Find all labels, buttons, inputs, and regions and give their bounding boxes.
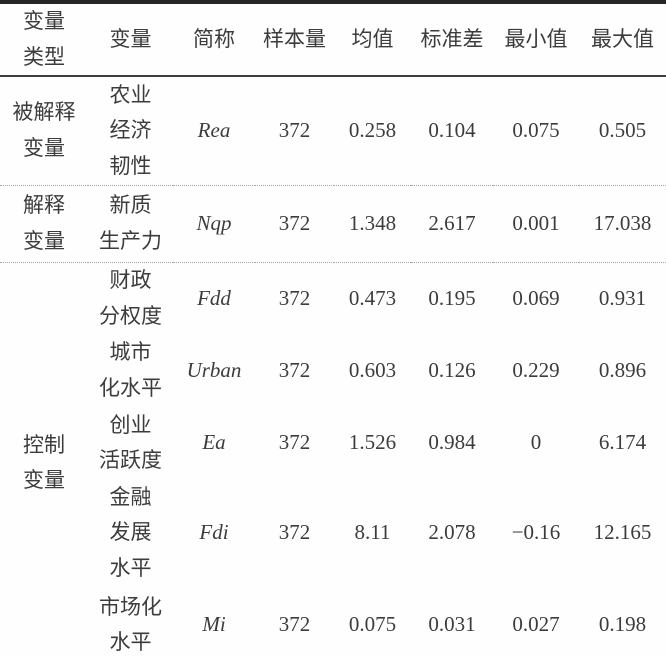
cell-mean: 0.603 [348, 358, 397, 383]
cell-min: 0.229 [512, 358, 560, 383]
cell-max: 0.505 [579, 76, 666, 186]
cell-sample-size: 372 [278, 520, 311, 545]
cell-std-dev: 0.984 [428, 430, 476, 455]
cell-abbr: Mi [202, 612, 226, 637]
cell-sample-size: 372 [255, 76, 334, 186]
cell-max: 12.165 [593, 520, 652, 545]
cell-sample-size: 372 [278, 612, 311, 637]
cell-std-dev: 0.104 [411, 76, 493, 186]
cell-max: 17.038 [579, 185, 666, 263]
cell-min: −0.16 [511, 520, 561, 545]
cell-variable-name: 创业 活跃度 [99, 412, 162, 473]
cell-max: 0.896 [598, 358, 647, 383]
cell-sample-size: 372 [278, 286, 311, 311]
cell-std-dev: 0.195 [428, 286, 476, 311]
cell-type-control: 控制 变量 [23, 432, 65, 493]
cell-std-dev: 0.126 [428, 358, 476, 383]
cell-min: 0.001 [493, 185, 579, 263]
header-sample-size: 样本量 [255, 2, 334, 78]
cell-min: 0.027 [512, 612, 560, 637]
header-std-dev: 标准差 [411, 2, 493, 78]
header-max: 最大值 [579, 2, 666, 78]
cell-variable-name: 农业 经济 韧性 [88, 76, 173, 186]
header-mean: 均值 [334, 2, 411, 78]
cell-abbr: Ea [202, 430, 226, 455]
header-abbreviation: 简称 [173, 2, 255, 78]
cell-sample-size: 372 [255, 185, 334, 263]
cell-sample-size: 372 [278, 430, 311, 455]
cell-max: 0.198 [598, 612, 647, 637]
table-row-control-mi: 市场化 水平 Mi 372 0.075 0.031 0.027 0.198 [0, 587, 666, 657]
cell-variable-name: 市场化 水平 [99, 594, 162, 655]
header-min: 最小值 [493, 2, 579, 78]
cell-abbr: Nqp [173, 185, 255, 263]
cell-abbr: Rea [173, 76, 255, 186]
table-row-control-urban: 城市 化水平 Urban 372 0.603 0.126 0.229 0.896 [0, 335, 666, 406]
cell-max: 6.174 [598, 430, 647, 455]
cell-min: 0.075 [493, 76, 579, 186]
cell-variable-name: 新质 生产力 [88, 185, 173, 263]
cell-type-explained: 被解释 变量 [0, 76, 88, 186]
cell-variable-name: 城市 化水平 [99, 340, 162, 401]
cell-abbr: Urban [186, 358, 242, 383]
cell-abbr: Fdi [199, 520, 229, 545]
cell-max: 0.931 [598, 286, 647, 311]
table-row-control-fdd: 控制 变量 财政 分权度 Fdd 372 0.473 0.195 0.069 0… [0, 262, 666, 492]
cell-mean: 8.11 [354, 520, 391, 545]
cell-variable-name: 财政 分权度 [99, 268, 162, 329]
cell-type-explanatory: 解释 变量 [0, 185, 88, 263]
cell-mean: 0.258 [334, 76, 411, 186]
cell-abbr: Fdd [197, 286, 231, 311]
cell-mean: 1.526 [348, 430, 397, 455]
table-row-explained-rea: 被解释 变量 农业 经济 韧性 Rea 372 0.258 0.104 0.07… [0, 76, 666, 186]
cell-std-dev: 2.078 [428, 520, 476, 545]
table-row-control-ea: 创业 活跃度 Ea 372 1.526 0.984 0 6.174 [0, 407, 666, 480]
cell-mean: 0.075 [348, 612, 397, 637]
cell-min: 0.069 [512, 286, 560, 311]
cell-std-dev: 2.617 [411, 185, 493, 263]
cell-mean: 0.473 [348, 286, 397, 311]
cell-min: 0 [530, 430, 542, 455]
table-row-control-fdi: 金融 发展 水平 Fdi 372 8.11 2.078 −0.16 12.165 [0, 480, 666, 587]
table-header-row: 变量 类型 变量 简称 样本量 均值 标准差 最小值 最大值 [0, 2, 666, 78]
cell-mean: 1.348 [334, 185, 411, 263]
cell-sample-size: 372 [278, 358, 311, 383]
table-row-explanatory-nqp: 解释 变量 新质 生产力 Nqp 372 1.348 2.617 0.001 1… [0, 185, 666, 263]
header-variable-type: 变量 类型 [0, 2, 88, 78]
cell-std-dev: 0.031 [428, 612, 476, 637]
cell-variable-name: 金融 发展 水平 [109, 484, 152, 581]
header-variable: 变量 [88, 2, 173, 78]
